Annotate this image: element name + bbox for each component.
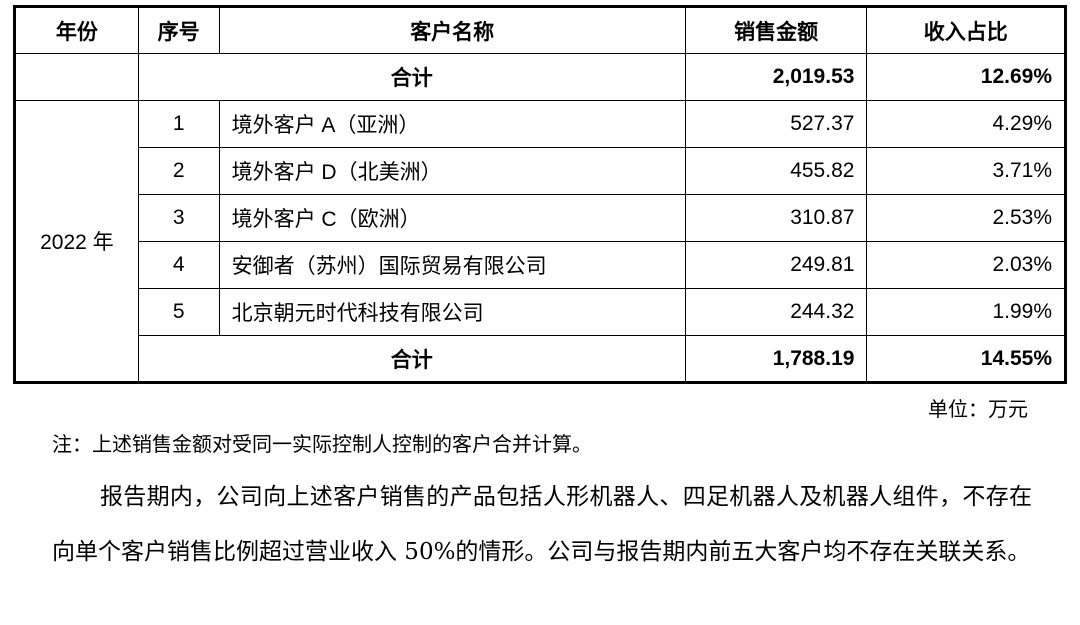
prev-total-row: 合计 2,019.53 12.69% (14, 53, 1066, 101)
header-no: 序号 (137, 6, 220, 54)
header-year: 年份 (14, 6, 139, 54)
total-ratio: 14.55% (866, 335, 1066, 383)
row-amount: 244.32 (684, 288, 868, 336)
prev-total-ratio: 12.69% (866, 53, 1066, 101)
row-name: 境外客户 C（欧洲） (218, 194, 686, 242)
table-row: 2 境外客户 D（北美洲） 455.82 3.71% (15, 147, 1066, 195)
row-amount: 249.81 (684, 241, 868, 289)
row-amount: 310.87 (684, 194, 868, 242)
row-no: 5 (137, 288, 220, 336)
header-row: 年份 序号 客户名称 销售金额 收入占比 (14, 6, 1066, 54)
row-ratio: 2.53% (866, 194, 1066, 242)
prev-total-label: 合计 (137, 53, 686, 101)
total-row: 合计 1,788.19 14.55% (15, 335, 1066, 383)
table-row: 3 境外客户 C（欧洲） 310.87 2.53% (15, 194, 1066, 242)
row-name: 安御者（苏州）国际贸易有限公司 (218, 241, 686, 289)
table-row: 2022 年 1 境外客户 A（亚洲） 527.37 4.29% (14, 100, 1066, 383)
row-name: 北京朝元时代科技有限公司 (218, 288, 686, 336)
body-paragraph: 报告期内，公司向上述客户销售的产品包括人形机器人、四足机器人及机器人组件，不存在… (52, 484, 1032, 565)
year-cell: 2022 年 (14, 100, 139, 383)
row-amount: 527.37 (684, 100, 868, 148)
total-amount: 1,788.19 (684, 335, 868, 383)
table-note: 注：上述销售金额对受同一实际控制人控制的客户合并计算。 (52, 432, 592, 456)
row-no: 2 (137, 147, 220, 195)
header-ratio: 收入占比 (866, 6, 1066, 54)
row-name: 境外客户 A（亚洲） (218, 100, 686, 148)
empty-year-cell (14, 53, 139, 101)
row-ratio: 2.03% (866, 241, 1066, 289)
header-customer: 客户名称 (218, 6, 686, 54)
row-no: 4 (137, 241, 220, 289)
unit-label: 单位：万元 (928, 397, 1028, 421)
total-label: 合计 (137, 335, 686, 383)
prev-total-amount: 2,019.53 (684, 53, 868, 101)
row-no: 1 (137, 100, 220, 148)
table-row: 4 安御者（苏州）国际贸易有限公司 249.81 2.03% (15, 241, 1066, 289)
header-amount: 销售金额 (684, 6, 868, 54)
table-row: 5 北京朝元时代科技有限公司 244.32 1.99% (15, 288, 1066, 336)
row-name: 境外客户 D（北美洲） (218, 147, 686, 195)
row-no: 3 (137, 194, 220, 242)
top-customers-table: 年份 序号 客户名称 销售金额 收入占比 合计 2,019.53 12.69% … (13, 5, 1067, 384)
row-amount: 455.82 (684, 147, 868, 195)
row-ratio: 4.29% (866, 100, 1066, 148)
row-ratio: 1.99% (866, 288, 1066, 336)
row-ratio: 3.71% (866, 147, 1066, 195)
